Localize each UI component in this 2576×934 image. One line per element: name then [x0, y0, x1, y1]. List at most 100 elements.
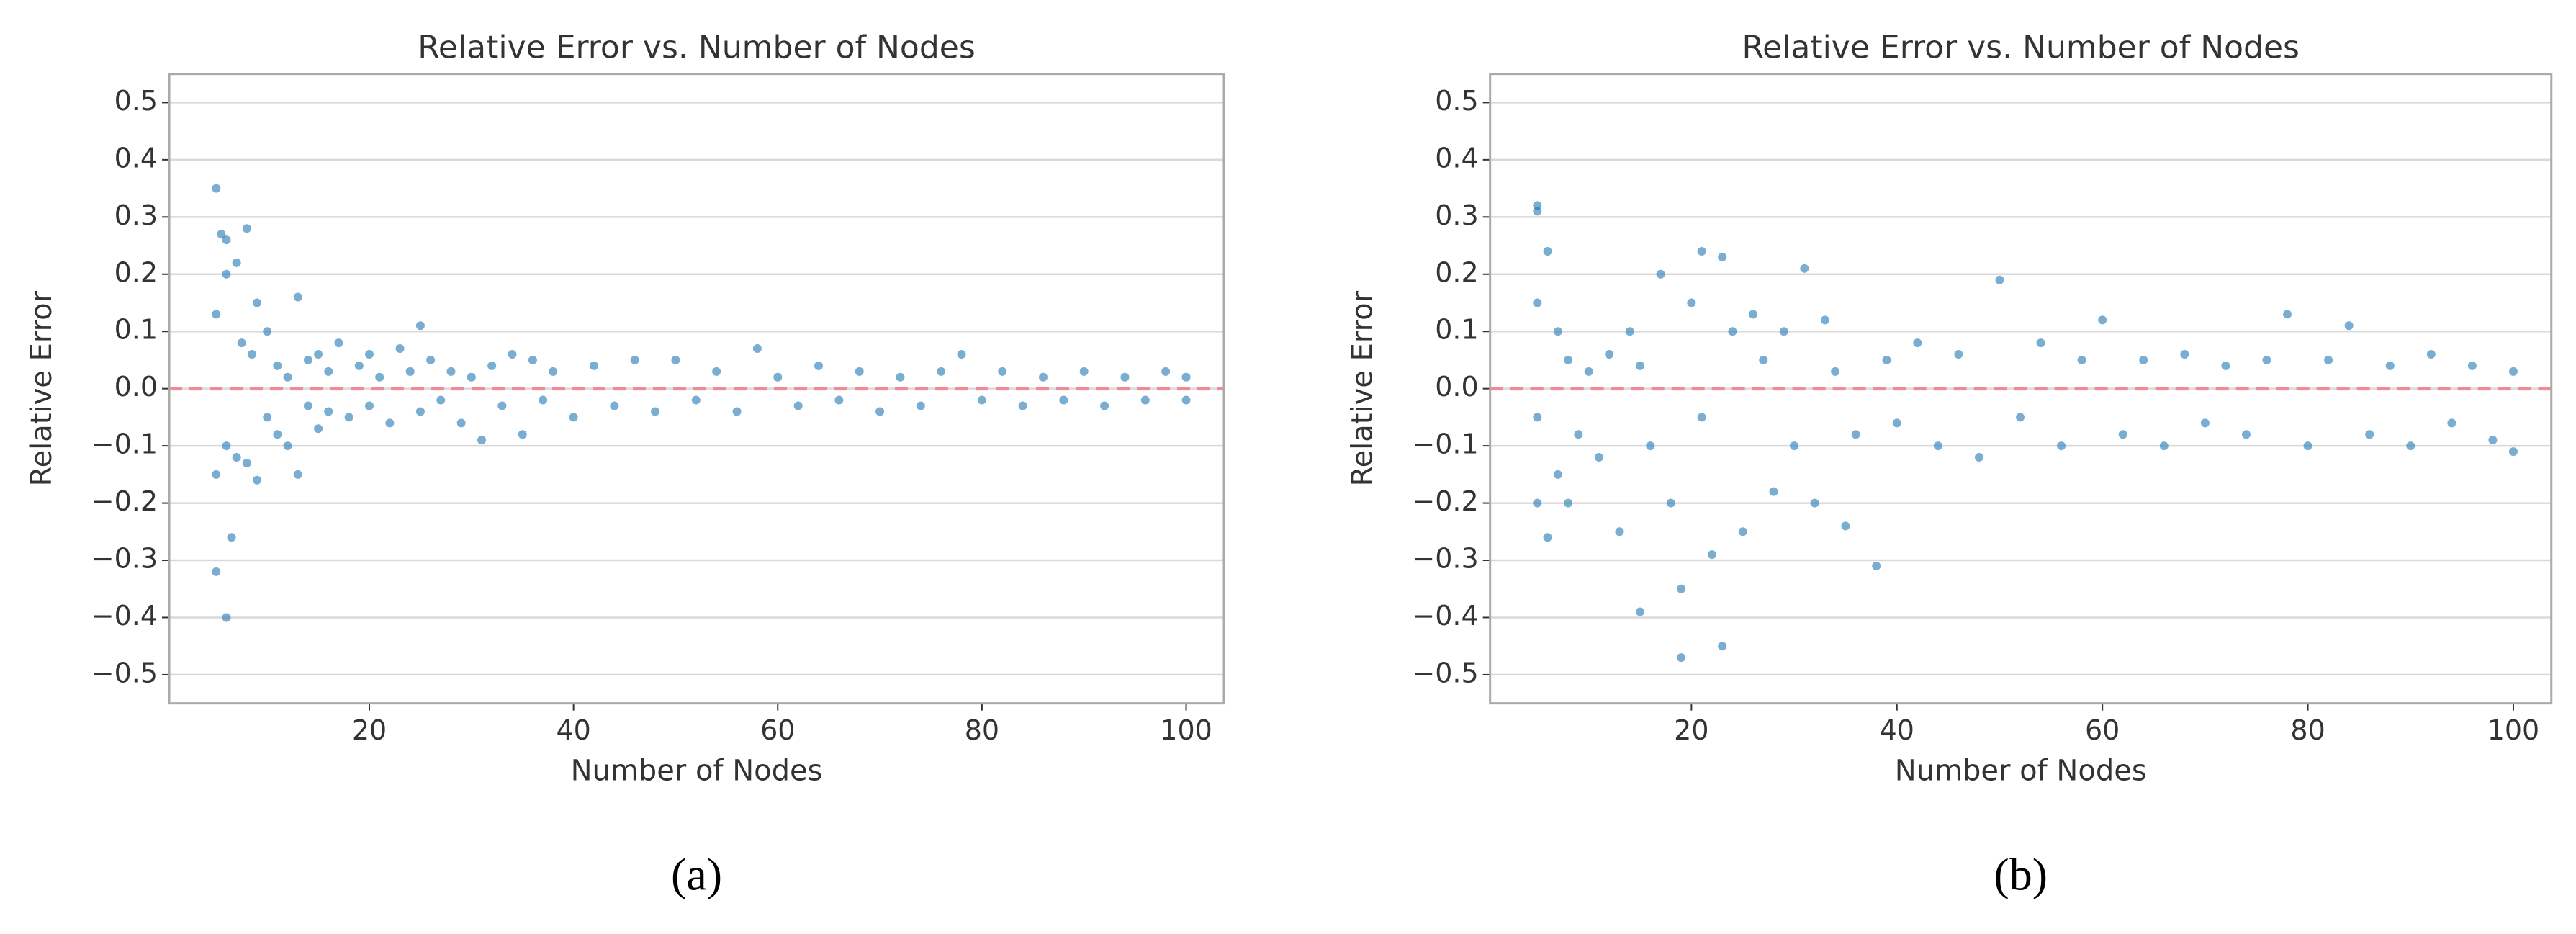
scatter-point: [1800, 264, 1809, 273]
scatter-point: [2324, 355, 2333, 364]
scatter-point: [610, 401, 619, 410]
scatter-point: [2221, 361, 2230, 370]
scatter-point: [263, 327, 272, 336]
scatter-point: [793, 401, 803, 410]
scatter-point: [1533, 298, 1542, 307]
x-tick-label: 80: [2290, 714, 2325, 746]
scatter-point: [1718, 252, 1727, 261]
scatter-point: [324, 367, 333, 376]
y-tick-label: 0.4: [1435, 142, 1478, 174]
scatter-point: [2016, 413, 2025, 422]
scatter-point: [712, 367, 721, 376]
scatter-point: [1140, 395, 1150, 405]
scatter-point: [671, 355, 680, 364]
y-tick-label: 0.5: [114, 85, 158, 117]
scatter-point: [1677, 653, 1686, 663]
plot-frame: [168, 73, 1225, 705]
scatter-point: [1636, 607, 1645, 616]
scatter-point: [1120, 372, 1130, 382]
scatter-point: [1697, 413, 1706, 422]
scatter-point: [752, 344, 762, 354]
scatter-point: [273, 361, 282, 370]
scatter-point: [1974, 453, 1983, 462]
scatter-point: [916, 401, 925, 410]
scatter-point: [2139, 355, 2148, 364]
scatter-point: [549, 367, 558, 376]
scatter-point: [732, 407, 742, 416]
y-tick-label: −0.3: [1412, 543, 1478, 575]
y-tick-label: −0.5: [1412, 657, 1478, 688]
scatter-point: [1636, 361, 1645, 370]
scatter-point: [1594, 453, 1603, 462]
scatter-point: [227, 533, 236, 542]
scatter-point: [2283, 310, 2292, 319]
scatter-point: [2200, 418, 2210, 428]
scatter-point: [2159, 441, 2169, 451]
scatter-point: [1018, 401, 1027, 410]
x-tick-label: 60: [760, 714, 795, 746]
scatter-point: [293, 292, 302, 302]
scatter-point: [2508, 367, 2518, 376]
scatter-point: [2447, 418, 2456, 428]
scatter-point: [1100, 401, 1109, 410]
y-tick-label: 0.3: [1435, 199, 1478, 231]
scatter-point: [1810, 498, 1819, 508]
scatter-point: [283, 441, 292, 451]
scatter-point: [415, 407, 425, 416]
scatter-point: [263, 413, 272, 422]
scatter-point: [2036, 338, 2045, 348]
scatter-point: [1533, 413, 1542, 422]
scatter-point: [1831, 367, 1840, 376]
scatter-point: [773, 372, 783, 382]
scatter-point: [426, 355, 436, 364]
scatter-point: [1677, 584, 1686, 593]
y-tick-label: −0.1: [91, 428, 158, 460]
y-tick-label: 0.4: [114, 142, 158, 174]
y-tick-label: −0.1: [1412, 428, 1478, 460]
scatter-point: [303, 401, 312, 410]
scatter-point: [1697, 246, 1706, 256]
scatter-point: [293, 470, 302, 479]
scatter-point: [324, 407, 333, 416]
scatter-point: [508, 349, 517, 359]
x-tick-label: 40: [556, 714, 590, 746]
scatter-point: [1790, 441, 1799, 451]
scatter-point: [2508, 447, 2518, 457]
scatter-point: [237, 338, 246, 348]
y-tick-label: 0.1: [1435, 314, 1478, 346]
y-tick-label: 0.2: [1435, 256, 1478, 288]
scatter-point: [2467, 361, 2477, 370]
chart-title: Relative Error vs. Number of Nodes: [418, 30, 976, 66]
scatter-point: [1954, 349, 1963, 359]
scatter-point: [1666, 498, 1675, 508]
scatter-point: [232, 258, 241, 267]
scatter-point: [2426, 349, 2436, 359]
scatter-point: [1553, 327, 1562, 336]
y-tick-label: −0.5: [91, 657, 158, 688]
scatter-point: [252, 298, 261, 307]
x-tick-label: 100: [1160, 714, 1212, 746]
scatter-point: [2077, 355, 2086, 364]
scatter-point: [375, 372, 384, 382]
scatter-point: [273, 430, 282, 439]
scatter-point: [467, 372, 476, 382]
scatter-point: [1564, 498, 1573, 508]
scatter-point: [1656, 269, 1665, 279]
scatter-point: [487, 361, 497, 370]
scatter-point: [1779, 327, 1788, 336]
y-axis-label: Relative Error: [1346, 290, 1379, 486]
x-axis-label: Number of Nodes: [1895, 754, 2147, 787]
scatter-point: [691, 395, 701, 405]
scatter-point: [2385, 361, 2395, 370]
x-axis-label: Number of Nodes: [571, 754, 823, 787]
scatter-point: [1553, 470, 1562, 479]
scatter-point: [2118, 430, 2127, 439]
scatter-point: [395, 344, 405, 354]
scatter-point: [497, 401, 507, 410]
scatter-point: [252, 475, 261, 485]
x-tick-label: 20: [352, 714, 387, 746]
scatter-point: [528, 355, 537, 364]
scatter-point: [212, 470, 221, 479]
scatter-point: [1718, 642, 1727, 651]
